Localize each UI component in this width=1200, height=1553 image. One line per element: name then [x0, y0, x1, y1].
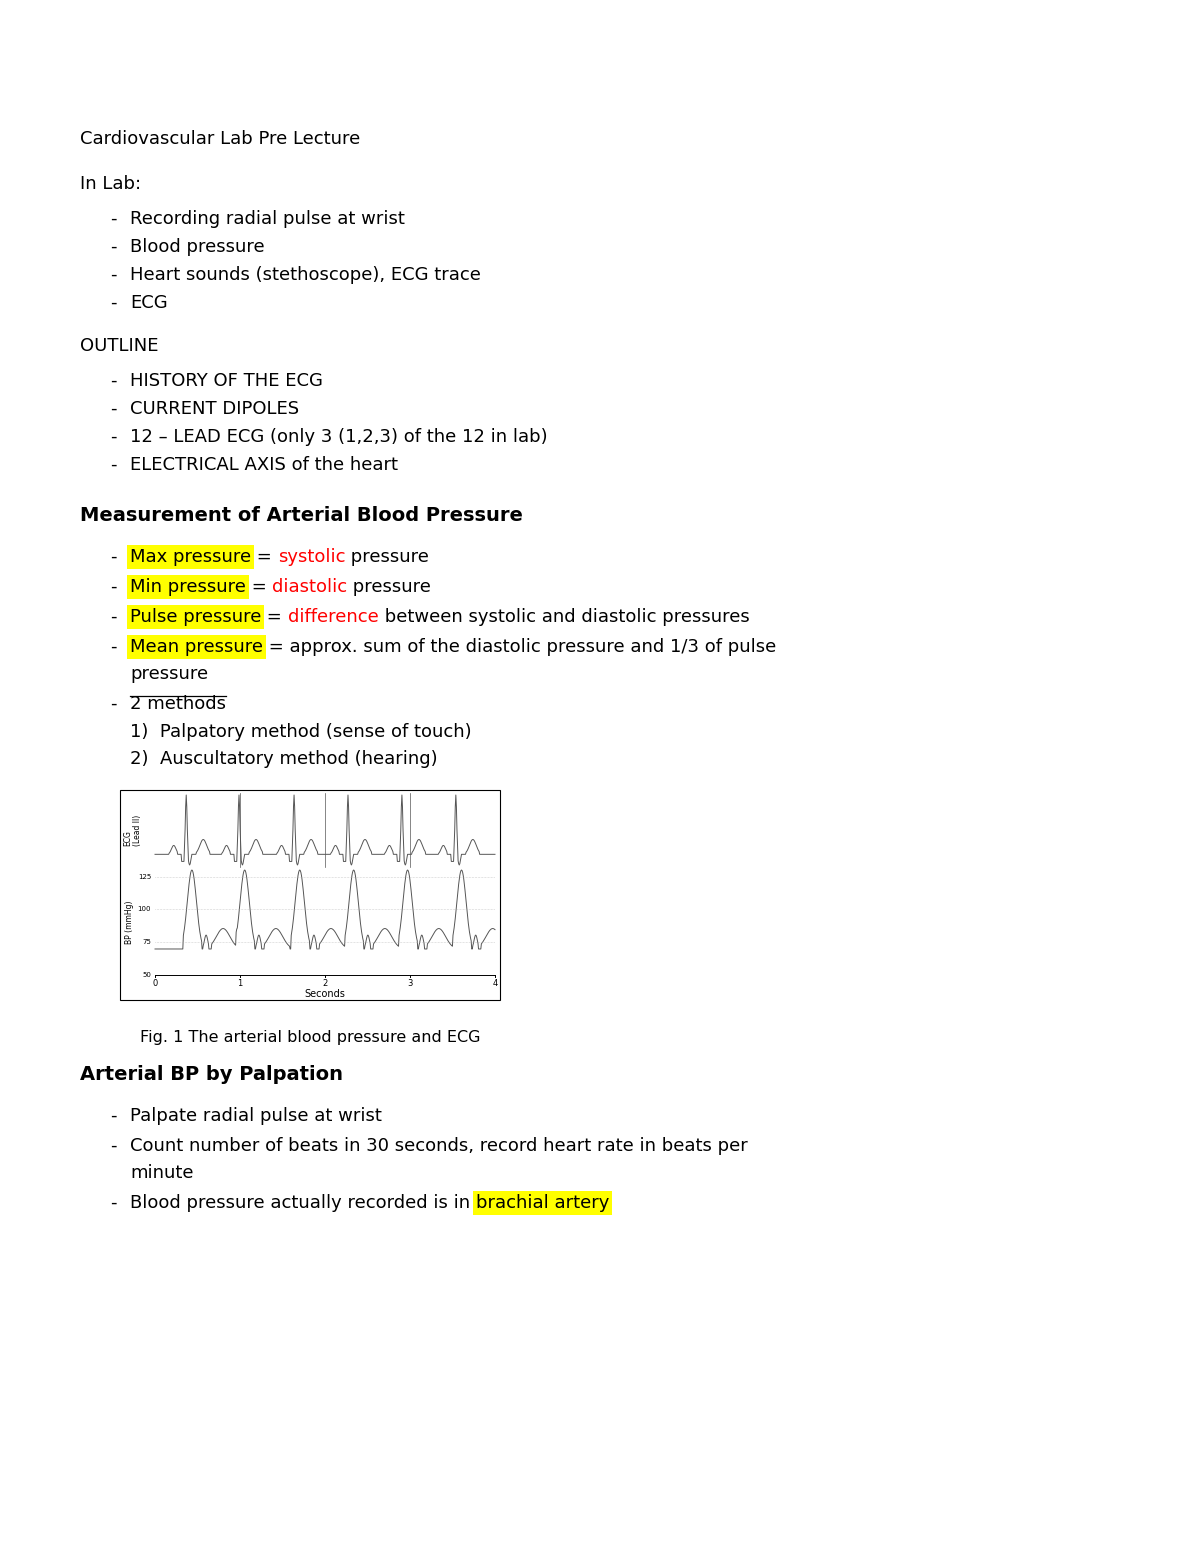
- Text: 2 methods: 2 methods: [130, 696, 226, 713]
- Text: -: -: [110, 401, 116, 418]
- Text: 3: 3: [407, 978, 413, 988]
- Text: pressure: pressure: [346, 548, 430, 565]
- Text: HISTORY OF THE ECG: HISTORY OF THE ECG: [130, 373, 323, 390]
- Text: Fig. 1 The arterial blood pressure and ECG: Fig. 1 The arterial blood pressure and E…: [139, 1030, 480, 1045]
- Text: Seconds: Seconds: [305, 989, 346, 999]
- Text: 100: 100: [138, 907, 151, 912]
- Text: -: -: [110, 373, 116, 390]
- Text: ECG
(Lead II): ECG (Lead II): [124, 814, 143, 846]
- Bar: [120, 790, 500, 1000]
- Text: Blood pressure actually recorded is in: Blood pressure actually recorded is in: [130, 1194, 476, 1211]
- Text: =: =: [246, 578, 272, 596]
- Text: Heart sounds (stethoscope), ECG trace: Heart sounds (stethoscope), ECG trace: [130, 266, 481, 284]
- Text: -: -: [110, 238, 116, 256]
- Text: -: -: [110, 578, 116, 596]
- Text: -: -: [110, 429, 116, 446]
- Text: OUTLINE: OUTLINE: [80, 337, 158, 356]
- Text: 50: 50: [142, 972, 151, 978]
- Text: -: -: [110, 266, 116, 284]
- Text: 125: 125: [138, 873, 151, 879]
- Text: 2)  Auscultatory method (hearing): 2) Auscultatory method (hearing): [130, 750, 438, 769]
- Text: 1: 1: [238, 978, 242, 988]
- Text: Measurement of Arterial Blood Pressure: Measurement of Arterial Blood Pressure: [80, 506, 523, 525]
- Text: 12 – LEAD ECG (only 3 (1,2,3) of the 12 in lab): 12 – LEAD ECG (only 3 (1,2,3) of the 12 …: [130, 429, 547, 446]
- Text: 4: 4: [492, 978, 498, 988]
- Text: -: -: [110, 1194, 116, 1211]
- Text: Count number of beats in 30 seconds, record heart rate in beats per: Count number of beats in 30 seconds, rec…: [130, 1137, 748, 1155]
- Text: Recording radial pulse at wrist: Recording radial pulse at wrist: [130, 210, 404, 228]
- Text: -: -: [110, 1137, 116, 1155]
- Text: Mean pressure: Mean pressure: [130, 638, 263, 655]
- Text: In Lab:: In Lab:: [80, 175, 142, 193]
- Text: Blood pressure: Blood pressure: [130, 238, 265, 256]
- Text: -: -: [110, 457, 116, 474]
- Text: -: -: [110, 1107, 116, 1124]
- Text: systolic: systolic: [277, 548, 346, 565]
- Text: Palpate radial pulse at wrist: Palpate radial pulse at wrist: [130, 1107, 382, 1124]
- Text: -: -: [110, 609, 116, 626]
- Text: Arterial BP by Palpation: Arterial BP by Palpation: [80, 1065, 343, 1084]
- Text: 0: 0: [152, 978, 157, 988]
- Text: ECG: ECG: [130, 294, 168, 312]
- Text: -: -: [110, 294, 116, 312]
- Text: =: =: [251, 548, 277, 565]
- Text: Max pressure: Max pressure: [130, 548, 251, 565]
- Text: brachial artery: brachial artery: [476, 1194, 610, 1211]
- Text: minute: minute: [130, 1165, 193, 1182]
- Text: diastolic: diastolic: [272, 578, 348, 596]
- Text: 75: 75: [142, 940, 151, 946]
- Text: between systolic and diastolic pressures: between systolic and diastolic pressures: [379, 609, 749, 626]
- Text: Cardiovascular Lab Pre Lecture: Cardiovascular Lab Pre Lecture: [80, 130, 360, 148]
- Text: CURRENT DIPOLES: CURRENT DIPOLES: [130, 401, 299, 418]
- Text: difference: difference: [288, 609, 379, 626]
- Text: -: -: [110, 638, 116, 655]
- Text: Min pressure: Min pressure: [130, 578, 246, 596]
- Text: -: -: [110, 696, 116, 713]
- Text: ELECTRICAL AXIS of the heart: ELECTRICAL AXIS of the heart: [130, 457, 398, 474]
- Text: pressure: pressure: [130, 665, 208, 683]
- Text: -: -: [110, 210, 116, 228]
- Text: BP (mmHg): BP (mmHg): [125, 901, 134, 944]
- Text: -: -: [110, 548, 116, 565]
- Text: 1)  Palpatory method (sense of touch): 1) Palpatory method (sense of touch): [130, 724, 472, 741]
- Text: Pulse pressure: Pulse pressure: [130, 609, 262, 626]
- Text: 2: 2: [323, 978, 328, 988]
- Text: pressure: pressure: [348, 578, 431, 596]
- Text: = approx. sum of the diastolic pressure and 1/3 of pulse: = approx. sum of the diastolic pressure …: [263, 638, 776, 655]
- Text: =: =: [262, 609, 288, 626]
